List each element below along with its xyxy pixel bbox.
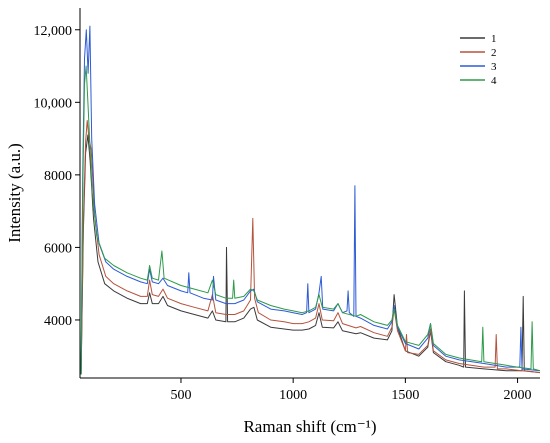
legend: 1 2 3 4 — [460, 33, 497, 87]
legend-label-1: 1 — [491, 33, 497, 45]
series-line-2 — [80, 120, 541, 375]
x-tick-label: 1500 — [391, 388, 419, 403]
y-tick-label: 8000 — [44, 169, 72, 184]
y-tick-label: 10,000 — [34, 96, 73, 111]
series-line-3 — [80, 25, 541, 375]
legend-label-4: 4 — [491, 75, 497, 87]
x-axis-title: Raman shift (cm⁻¹) — [243, 417, 376, 436]
axes — [79, 8, 540, 379]
y-tick-label: 12,000 — [34, 24, 73, 39]
x-tick-label: 500 — [170, 388, 191, 403]
y-tick-label: 4000 — [44, 314, 72, 329]
x-tick-label: 1000 — [279, 388, 307, 403]
series-line-1 — [80, 134, 541, 375]
y-tick-label: 6000 — [44, 241, 72, 256]
legend-label-3: 3 — [491, 61, 497, 73]
legend-label-2: 2 — [491, 47, 497, 59]
series-layer — [80, 25, 541, 375]
ticks: 500 1000 1500 2000 4000 6000 8000 10,000 12,000 — [34, 24, 532, 403]
y-axis-title: Intensity (a.u.) — [5, 143, 24, 243]
series-line-4 — [80, 65, 541, 375]
x-tick-label: 2000 — [504, 388, 532, 403]
